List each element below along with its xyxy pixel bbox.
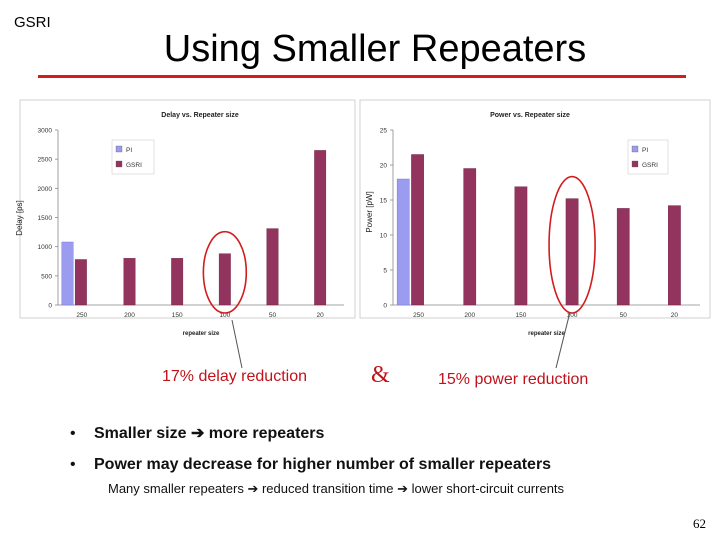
legend-label: PI <box>642 147 648 154</box>
charts-canvas: Delay vs. Repeater size Delay [ps] repeate… <box>15 99 711 369</box>
legend-swatch <box>115 160 123 168</box>
bullet-symbol: • <box>70 425 76 442</box>
legend-box <box>627 139 669 175</box>
legend-swatch <box>631 160 639 168</box>
bullet-item: • Power may decrease for higher number of… <box>70 456 551 474</box>
bar-gsri-20 <box>668 205 681 306</box>
bullet-text: Smaller size <box>94 425 191 442</box>
legend-swatch <box>115 145 123 153</box>
legend-label: PI <box>126 147 132 154</box>
x-tick-label: 200 <box>124 312 135 319</box>
highlight-ellipse <box>548 175 596 314</box>
ampersand-connector: & <box>371 362 390 388</box>
y-tick-label: 1500 <box>38 215 53 222</box>
x-tick-label: 20 <box>671 312 679 319</box>
legend-box <box>111 139 155 175</box>
chart-title: Delay vs. Repeater size <box>161 112 239 119</box>
y-tick-label: 1000 <box>38 244 53 251</box>
sub-bullet-text: reduced transition time <box>258 481 398 496</box>
highlight-ellipse <box>202 230 248 314</box>
pointer-line-right <box>555 311 571 369</box>
bar-gsri-50 <box>266 228 279 306</box>
x-tick-label: 100 <box>567 312 578 319</box>
x-tick-label: 150 <box>515 312 526 319</box>
page-number: 62 <box>693 516 706 531</box>
y-axis-label: Power [pW] <box>365 191 374 232</box>
y-tick-label: 25 <box>380 128 388 135</box>
sub-bullet-text: Many smaller repeaters <box>108 481 248 496</box>
sub-bullet-text: lower short-circuit currents <box>408 481 565 496</box>
annotations <box>231 311 571 369</box>
legend-label: GSRI <box>126 162 142 169</box>
bar-gsri-200 <box>123 258 136 306</box>
y-tick-label: 10 <box>380 233 388 240</box>
y-tick-label: 20 <box>380 163 388 170</box>
power-reduction-caption: 15% power reduction <box>438 371 589 388</box>
power-chart: Power vs. Repeater size Power [pW] repeate… <box>359 99 711 337</box>
x-tick-label: 250 <box>413 312 424 319</box>
x-axis-label: repeater size <box>528 331 565 337</box>
legend-label: GSRI <box>642 162 658 169</box>
bar-gsri-250 <box>411 154 424 306</box>
bar-gsri-200 <box>463 168 477 306</box>
title-rule <box>38 75 686 78</box>
y-tick-label: 3000 <box>38 128 53 135</box>
x-tick-label: 200 <box>464 312 475 319</box>
sub-bullet: Many smaller repeaters ➔ reduced transit… <box>108 481 564 497</box>
bullet-item: • Smaller size ➔ more repeaters <box>70 423 324 443</box>
y-tick-label: 0 <box>383 303 387 310</box>
x-tick-label: 250 <box>76 312 87 319</box>
y-tick-label: 2000 <box>38 186 53 193</box>
arrow-right-icon: ➔ <box>190 425 205 442</box>
bullet-text: Power may decrease for higher number of … <box>94 456 552 473</box>
x-tick-label: 150 <box>172 312 183 319</box>
bar-pi-250 <box>61 241 74 306</box>
y-axis-label: Delay [ps] <box>15 200 24 236</box>
corner-label: GSRI <box>14 14 51 31</box>
arrow-right-icon: ➔ <box>247 481 259 496</box>
x-tick-label: 20 <box>317 312 325 319</box>
legend-swatch <box>631 145 639 153</box>
delay-reduction-caption: 17% delay reduction <box>162 368 307 385</box>
x-axis-label: repeater size <box>183 331 220 337</box>
y-tick-label: 500 <box>41 273 52 280</box>
bar-pi-250 <box>396 178 410 306</box>
y-tick-label: 0 <box>48 303 52 310</box>
bullet-text: more repeaters <box>204 425 325 442</box>
x-tick-label: 50 <box>269 312 277 319</box>
bar-gsri-250 <box>74 259 87 306</box>
bar-gsri-100 <box>218 253 231 306</box>
bar-gsri-150 <box>514 186 528 306</box>
arrow-right-icon: ➔ <box>397 481 408 496</box>
pointer-line-left <box>231 319 243 369</box>
x-tick-label: 100 <box>219 312 230 319</box>
chart-title: Power vs. Repeater size <box>490 112 570 119</box>
bullet-symbol: • <box>70 456 76 473</box>
bar-gsri-50 <box>616 208 630 306</box>
y-tick-label: 5 <box>383 268 387 275</box>
slide-title: Using Smaller Repeaters <box>163 28 587 70</box>
bar-gsri-100 <box>565 198 579 306</box>
y-tick-label: 15 <box>380 198 388 205</box>
bar-gsri-20 <box>314 150 327 306</box>
y-tick-label: 2500 <box>38 157 53 164</box>
x-tick-label: 50 <box>620 312 628 319</box>
delay-chart: Delay vs. Repeater size Delay [ps] repeate… <box>15 99 356 337</box>
bar-gsri-150 <box>171 258 184 306</box>
